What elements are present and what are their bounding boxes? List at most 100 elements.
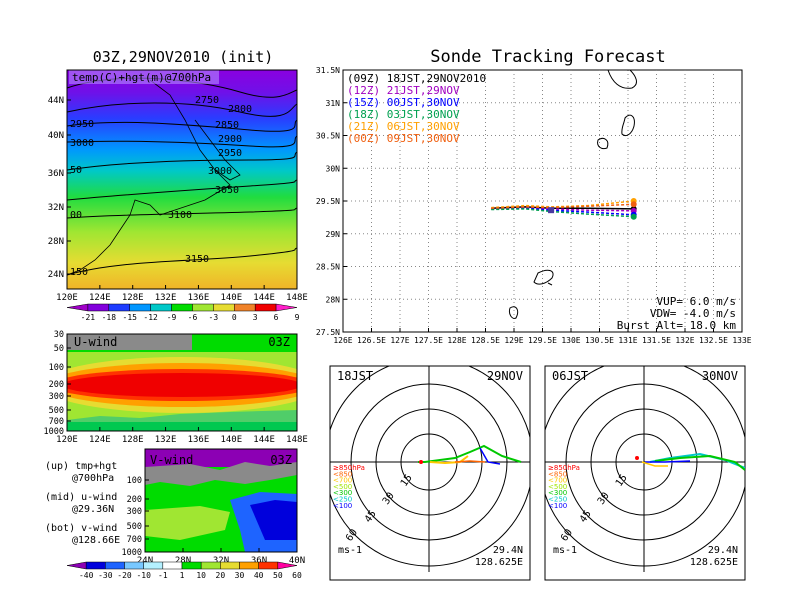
u-wind-y-tick: 700 bbox=[49, 417, 64, 427]
temp-x-tick: 132E bbox=[155, 293, 177, 303]
track-x-tick: 127.5E bbox=[414, 336, 443, 345]
pressure-legend-entry: <850 bbox=[548, 470, 567, 478]
v-wind-y-tick: 700 bbox=[127, 535, 142, 545]
colorbar-swatch bbox=[171, 303, 193, 312]
colorbar-label: 60 bbox=[292, 571, 302, 580]
track-x-tick: 129E bbox=[504, 336, 523, 345]
temp-y-tick: 32N bbox=[48, 203, 64, 213]
pressure-legend-entry: <100 bbox=[548, 502, 567, 510]
temp-x-tick: 128E bbox=[122, 293, 144, 303]
colorbar-label: -1 bbox=[158, 571, 168, 580]
v-wind-y-axis: 100 200 300 500 700 1000 bbox=[122, 476, 149, 558]
pressure-legend-entry: <250 bbox=[548, 496, 567, 504]
contour-label: 3150 bbox=[185, 254, 209, 265]
v-wind-label: V-wind bbox=[150, 453, 193, 467]
track-series-line bbox=[491, 200, 634, 209]
pressure-legend-entry: <700 bbox=[548, 477, 567, 485]
track-x-tick: 128.5E bbox=[471, 336, 500, 345]
u-wind-y-tick: 200 bbox=[49, 380, 64, 390]
v-wind-y-tick: 100 bbox=[127, 476, 142, 486]
v-wind-x-tick: 40N bbox=[289, 556, 305, 566]
contour-label: 2900 bbox=[218, 134, 242, 145]
u-wind-x-tick: 136E bbox=[188, 435, 210, 445]
pressure-legend-entry: <850 bbox=[333, 470, 352, 478]
colorbar-label: 9 bbox=[295, 313, 300, 322]
pressure-legend-entry: ≥850hPa bbox=[333, 464, 365, 472]
track-series-line bbox=[491, 203, 634, 209]
colorbar-label: 30 bbox=[235, 571, 245, 580]
colorbar-swatch bbox=[87, 303, 110, 312]
track-x-tick: 126E bbox=[333, 336, 352, 345]
v-wind-x-tick: 36N bbox=[251, 556, 267, 566]
track-land bbox=[509, 70, 637, 319]
temp-y-tick: 28N bbox=[48, 237, 64, 247]
contour-label: 2950 bbox=[218, 148, 242, 159]
colorbar-swatch bbox=[275, 303, 298, 312]
track-y-tick: 27.5N bbox=[316, 328, 340, 337]
v-wind-x-tick: 28N bbox=[175, 556, 191, 566]
track-legend-entry: (15Z) 00JST,30NOV bbox=[347, 96, 460, 109]
track-legend-entry: (00Z) 09JST,30NOV bbox=[347, 132, 460, 145]
u-wind-time: 03Z bbox=[268, 335, 290, 349]
colorbar-swatch bbox=[181, 561, 202, 570]
track-x-tick: 133E bbox=[732, 336, 751, 345]
track-info: VUP= 6.0 m/s VDW= -4.0 m/s Burst Alt= 18… bbox=[617, 295, 737, 332]
track-y-tick: 30.5N bbox=[316, 132, 340, 141]
track-legend-entry: (21Z) 06JST,30NOV bbox=[347, 120, 460, 133]
hodo2-unit: ms-1 bbox=[553, 545, 577, 556]
track-legend-entry: (09Z) 18JST,29NOV2010 bbox=[347, 72, 486, 85]
colorbar-label: 40 bbox=[254, 571, 264, 580]
u-wind-frame bbox=[66, 333, 298, 432]
pressure-legend-entry: <700 bbox=[333, 477, 352, 485]
burst-alt-text: Burst Alt= 18.0 km bbox=[617, 319, 737, 332]
contour-label: 2800 bbox=[228, 104, 252, 115]
contour-label: 3050 bbox=[215, 185, 239, 196]
temp-field bbox=[67, 70, 297, 289]
hodo2-time: 06JST bbox=[552, 369, 588, 383]
track-x-tick: 131E bbox=[618, 336, 637, 345]
contour-label: 3000 bbox=[208, 166, 232, 177]
temp-y-tick: 36N bbox=[48, 169, 64, 179]
colorbar-label: 10 bbox=[196, 571, 206, 580]
temp-y-tick: 44N bbox=[48, 96, 64, 106]
colorbar-label: 3 bbox=[253, 313, 258, 322]
track-legend: (09Z) 18JST,29NOV2010(12Z) 21JST,29NOV(1… bbox=[347, 72, 486, 145]
note-up-title: (up) tmp+hgt bbox=[45, 461, 117, 472]
v-wind-y-tick: 1000 bbox=[122, 548, 142, 558]
track-y-axis: 27.5N 28N 28.5N 29N 29.5N 30N 30.5N 31N 31.5N bbox=[316, 66, 347, 337]
u-wind-y-tick: 300 bbox=[49, 392, 64, 402]
v-wind-x-axis: 24N 28N 32N 36N 40N bbox=[137, 548, 305, 566]
colorbar-swatch bbox=[129, 303, 151, 312]
vup-text: VUP= 6.0 m/s bbox=[657, 295, 736, 308]
hodo1-date: 29NOV bbox=[487, 369, 523, 383]
hodo2-lat: 29.4N bbox=[708, 545, 738, 556]
colorbar-swatch bbox=[66, 561, 87, 570]
temp-x-tick: 144E bbox=[253, 293, 275, 303]
colorbar-swatch bbox=[239, 561, 259, 570]
track-x-tick: 126.5E bbox=[357, 336, 386, 345]
track-y-tick: 30N bbox=[326, 164, 341, 173]
v-wind-panel: V-wind 03Z 100 200 300 500 700 1000 24N 28N 32N… bbox=[66, 448, 305, 580]
temp-colorbar: -21 -18 -15 -12 -9 -6 -3 0 3 6 9 bbox=[66, 303, 300, 322]
coastline-japan bbox=[194, 119, 241, 181]
hodo1-unit: ms-1 bbox=[338, 545, 362, 556]
contour-label: 3000 bbox=[70, 138, 94, 149]
colorbar-swatch bbox=[234, 303, 256, 312]
v-wind-y-tick: 200 bbox=[127, 495, 142, 505]
track-x-tick: 128E bbox=[447, 336, 466, 345]
coastline bbox=[66, 79, 231, 276]
temp-hgt-panel: 03Z,29NOV2010 (init) 2750 2800 2850 2900… bbox=[48, 48, 308, 322]
contour-label: 50 bbox=[70, 165, 82, 176]
track-x-tick: 127E bbox=[390, 336, 409, 345]
pressure-legend-entry: <500 bbox=[548, 483, 567, 491]
u-wind-y-tick: 30 bbox=[54, 330, 64, 340]
colorbar-label: 0 bbox=[232, 313, 237, 322]
v-wind-y-tick: 300 bbox=[127, 507, 142, 517]
colorbar-label: -30 bbox=[98, 571, 113, 580]
track-x-tick: 129.5E bbox=[528, 336, 557, 345]
colorbar-label: 20 bbox=[216, 571, 226, 580]
u-wind-x-tick: 124E bbox=[89, 435, 111, 445]
u-wind-x-tick: 144E bbox=[253, 435, 275, 445]
v-wind-colorbar: -40 -30 -20 -10 -1 1 10 20 30 40 50 60 bbox=[66, 561, 302, 580]
